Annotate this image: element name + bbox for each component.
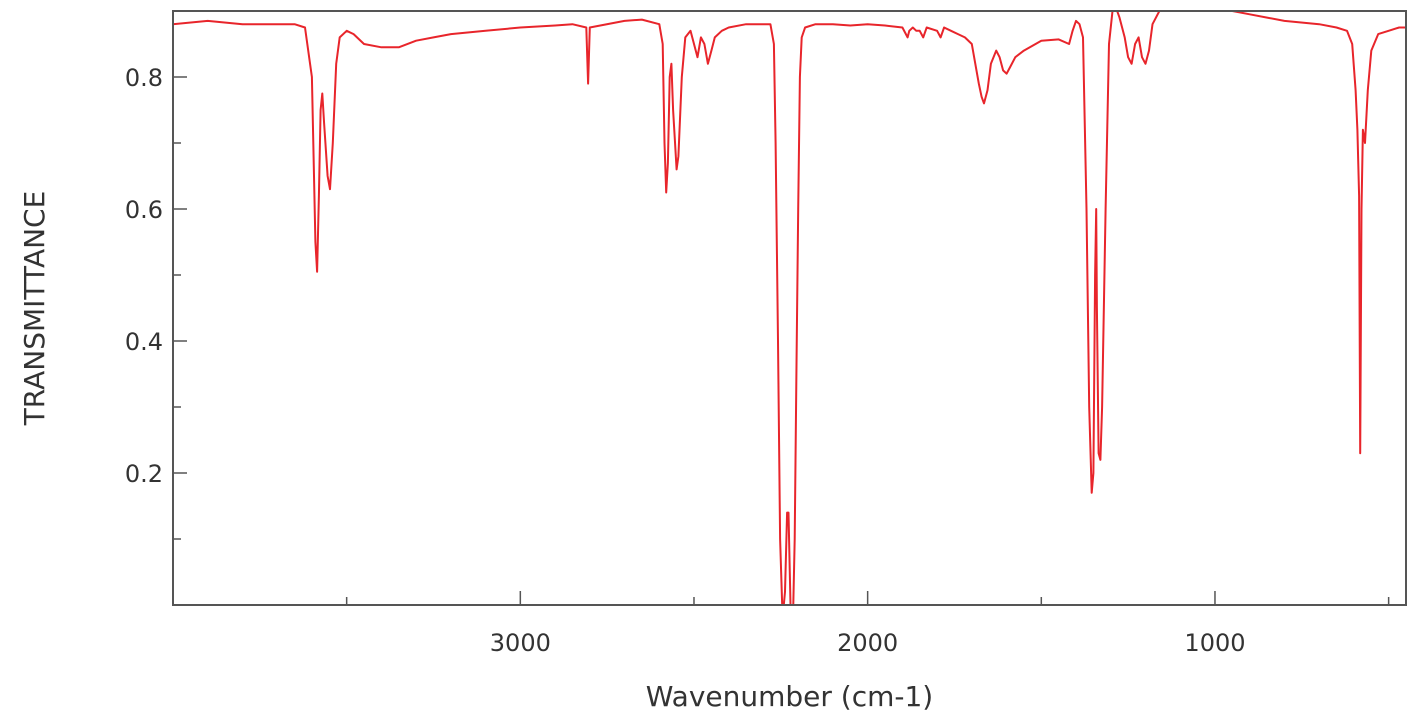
- series-layer: [174, 12, 1405, 604]
- y-axis-title: TRANSMITTANCE: [18, 191, 51, 427]
- x-tick-label: 1000: [1184, 629, 1245, 657]
- plot-frame: [172, 10, 1407, 606]
- x-tick-label: 2000: [837, 629, 898, 657]
- spectrum-line: [174, 12, 1405, 604]
- y-tick-label: 0.2: [125, 460, 163, 488]
- x-tick-label: 3000: [490, 629, 551, 657]
- y-tick-label: 0.6: [125, 196, 163, 224]
- y-tick-label: 0.8: [125, 64, 163, 92]
- y-tick-label: 0.4: [125, 328, 163, 356]
- ticks-layer: 3000 2000 1000 0.2 0.4 0.6 0.8: [125, 64, 1390, 657]
- x-axis-title: Wavenumber (cm-1): [646, 680, 933, 713]
